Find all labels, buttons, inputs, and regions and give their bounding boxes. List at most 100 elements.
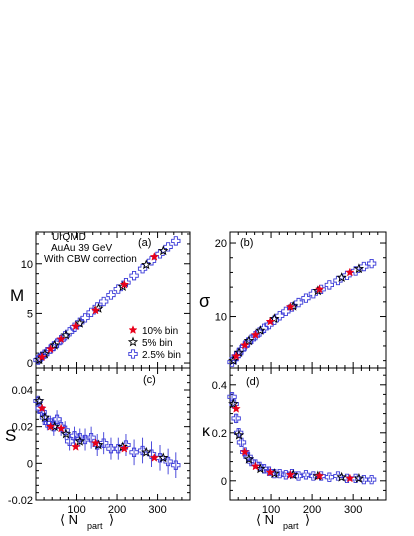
panel-c-point-10pct xyxy=(71,441,81,451)
panel-a-y-tick-label: 10 xyxy=(21,259,33,271)
panel-c-point-2p5pct xyxy=(92,440,102,450)
panel-b-point-5pct xyxy=(243,335,255,346)
panel-c-point-2p5pct xyxy=(121,440,131,450)
panel-d-point-10pct xyxy=(285,469,295,479)
panel-d-point-5pct xyxy=(243,453,255,464)
panel-b-point-2p5pct xyxy=(227,357,237,367)
panel-b-point-5pct xyxy=(336,272,347,282)
panel-a-point-10pct xyxy=(71,321,81,331)
legend-item-2p5pct: 2.5% bin xyxy=(128,349,181,361)
panel-c-point-2p5pct xyxy=(64,436,75,446)
panel-c-point-5pct xyxy=(141,446,152,457)
panel-c-y-tick-label: 0.02 xyxy=(12,422,33,434)
panel-b-point-5pct xyxy=(233,347,245,357)
panel-b-y-tick-label: 20 xyxy=(215,238,227,250)
legend: 10% bin 5% bin 2.5% bin xyxy=(127,325,181,361)
panel-c-y-tick-label: -0.02 xyxy=(8,495,33,507)
panel-d-point-5pct xyxy=(228,398,239,409)
x-axis-title-left-sub: part xyxy=(87,521,103,531)
panel-d-plot: 100 200 300 0 0.2 0.4 xyxy=(212,368,386,516)
panel-c-point-2p5pct xyxy=(52,414,62,424)
panel-b-point-10pct xyxy=(285,302,296,311)
x-axis-title-right-sub: part xyxy=(283,521,299,531)
panel-c-point-5pct xyxy=(34,395,45,406)
panel-b-point-2p5pct xyxy=(293,297,304,308)
annotation-line2: AuAu 39 GeV xyxy=(51,243,112,254)
panel-c-point-5pct xyxy=(39,412,51,422)
panel-b-point-2p5pct xyxy=(324,280,334,290)
panel-b-point-10pct xyxy=(250,330,261,339)
panel-d-point-10pct xyxy=(250,461,261,471)
panel-d-point-10pct xyxy=(345,473,355,483)
panel-a-point-2p5pct xyxy=(121,277,131,288)
panel-a-point-2p5pct xyxy=(137,264,148,274)
x-axis-title-left: ⟨ N part ⟩ xyxy=(60,512,114,531)
panel-a-point-2p5pct xyxy=(80,313,90,323)
panel-a-point-2p5pct xyxy=(129,271,139,281)
panel-d-y-tick-label: 0.4 xyxy=(212,380,227,392)
panel-d-point-2p5pct xyxy=(231,413,241,424)
panel-c-point-10pct xyxy=(45,421,56,431)
panel-b-point-10pct xyxy=(231,351,241,361)
panel-b-point-2p5pct xyxy=(308,289,318,299)
panel-d-frame xyxy=(229,367,387,501)
panel-a-point-5pct xyxy=(158,245,169,256)
panel-a-point-2p5pct xyxy=(163,242,173,252)
x-axis-title-right-main: ⟨ N xyxy=(256,512,274,527)
panel-d-ylabel: κ xyxy=(202,423,211,440)
panel-d-point-10pct xyxy=(231,403,241,413)
panel-d-point-2p5pct xyxy=(236,437,247,448)
panel-b-point-2p5pct xyxy=(359,261,369,272)
panel-d-point-10pct xyxy=(265,467,275,477)
panel-a-tag: (a) xyxy=(138,237,151,249)
x-axis-title-right: ⟨ N part ⟩ xyxy=(256,512,310,531)
legend-marker-open-cross xyxy=(128,349,138,359)
panel-c-point-5pct xyxy=(158,452,169,463)
panel-c-point-5pct xyxy=(74,435,85,446)
panel-c-point-2p5pct xyxy=(129,447,139,457)
panel-c-point-10pct xyxy=(149,452,159,462)
x-axis-title-left-end: ⟩ xyxy=(109,512,114,527)
panel-d-y-tick-label: 0.2 xyxy=(212,428,227,440)
annotation-line3: With CBW correction xyxy=(44,254,137,265)
panel-b-plot: 10 20 xyxy=(215,232,386,368)
legend-marker-shape-10pct xyxy=(128,325,138,334)
panel-c-tag: (c) xyxy=(143,374,156,386)
panel-a-point-2p5pct xyxy=(86,307,96,318)
panel-c-y-tick-label: 0 xyxy=(27,458,33,470)
legend-label-10pct: 10% bin xyxy=(142,326,178,337)
panel-a-point-10pct xyxy=(37,352,47,362)
panel-d-point-2p5pct xyxy=(359,474,369,485)
legend-marker-shape-5pct xyxy=(127,336,139,347)
panel-c-point-10pct xyxy=(119,443,130,453)
panel-d-point-2p5pct xyxy=(301,470,311,480)
legend-marker-shape-2p5pct xyxy=(128,349,138,359)
panel-a-y-tick-label: 0 xyxy=(27,358,33,370)
panel-c-point-2p5pct xyxy=(113,444,123,454)
panel-b-point-10pct xyxy=(314,284,325,294)
panel-b-point-2p5pct xyxy=(333,275,343,286)
legend-item-5pct: 5% bin xyxy=(127,336,173,349)
panel-d-x-tick-label: 100 xyxy=(262,504,280,516)
panel-b-point-10pct xyxy=(265,316,275,326)
panel-b-point-5pct xyxy=(353,263,365,274)
panel-d-point-10pct xyxy=(240,447,250,456)
legend-marker-filled-star xyxy=(128,325,138,334)
panel-a-point-2p5pct xyxy=(99,296,109,307)
panel-a-point-2p5pct xyxy=(113,284,123,294)
panel-d-x-tick-label: 200 xyxy=(303,504,321,516)
panel-a-point-10pct xyxy=(90,305,101,315)
panel-c-x-tick-label: 200 xyxy=(108,504,126,516)
legend-label-2p5pct: 2.5% bin xyxy=(142,350,181,361)
panel-b-y-tick-label: 10 xyxy=(215,312,227,324)
panel-d-point-2p5pct xyxy=(324,472,334,482)
panel-a-point-5pct xyxy=(49,339,60,350)
panel-c-ylabel: S xyxy=(5,426,16,445)
panel-c-point-10pct xyxy=(37,403,47,413)
panel-b-point-2p5pct xyxy=(366,258,377,269)
panel-c-frame xyxy=(35,367,191,501)
annotation-line1: UrQMD xyxy=(52,232,86,243)
legend-marker-open-star xyxy=(127,336,139,347)
panel-a-point-2p5pct xyxy=(106,290,116,300)
